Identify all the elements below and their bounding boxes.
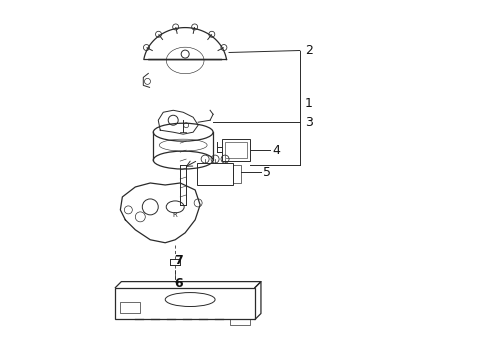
Bar <box>222 139 250 161</box>
Text: 6: 6 <box>174 276 182 290</box>
Bar <box>197 163 233 185</box>
Bar <box>225 142 247 158</box>
Text: 1: 1 <box>305 97 313 110</box>
Bar <box>230 319 250 325</box>
Text: 2: 2 <box>305 44 313 57</box>
Text: 4: 4 <box>272 144 280 157</box>
Text: R: R <box>173 212 177 218</box>
Text: 5: 5 <box>263 166 271 179</box>
Text: 7: 7 <box>174 254 183 267</box>
Text: 3: 3 <box>305 116 313 129</box>
Bar <box>115 288 255 319</box>
Bar <box>233 165 241 183</box>
Bar <box>121 302 140 314</box>
